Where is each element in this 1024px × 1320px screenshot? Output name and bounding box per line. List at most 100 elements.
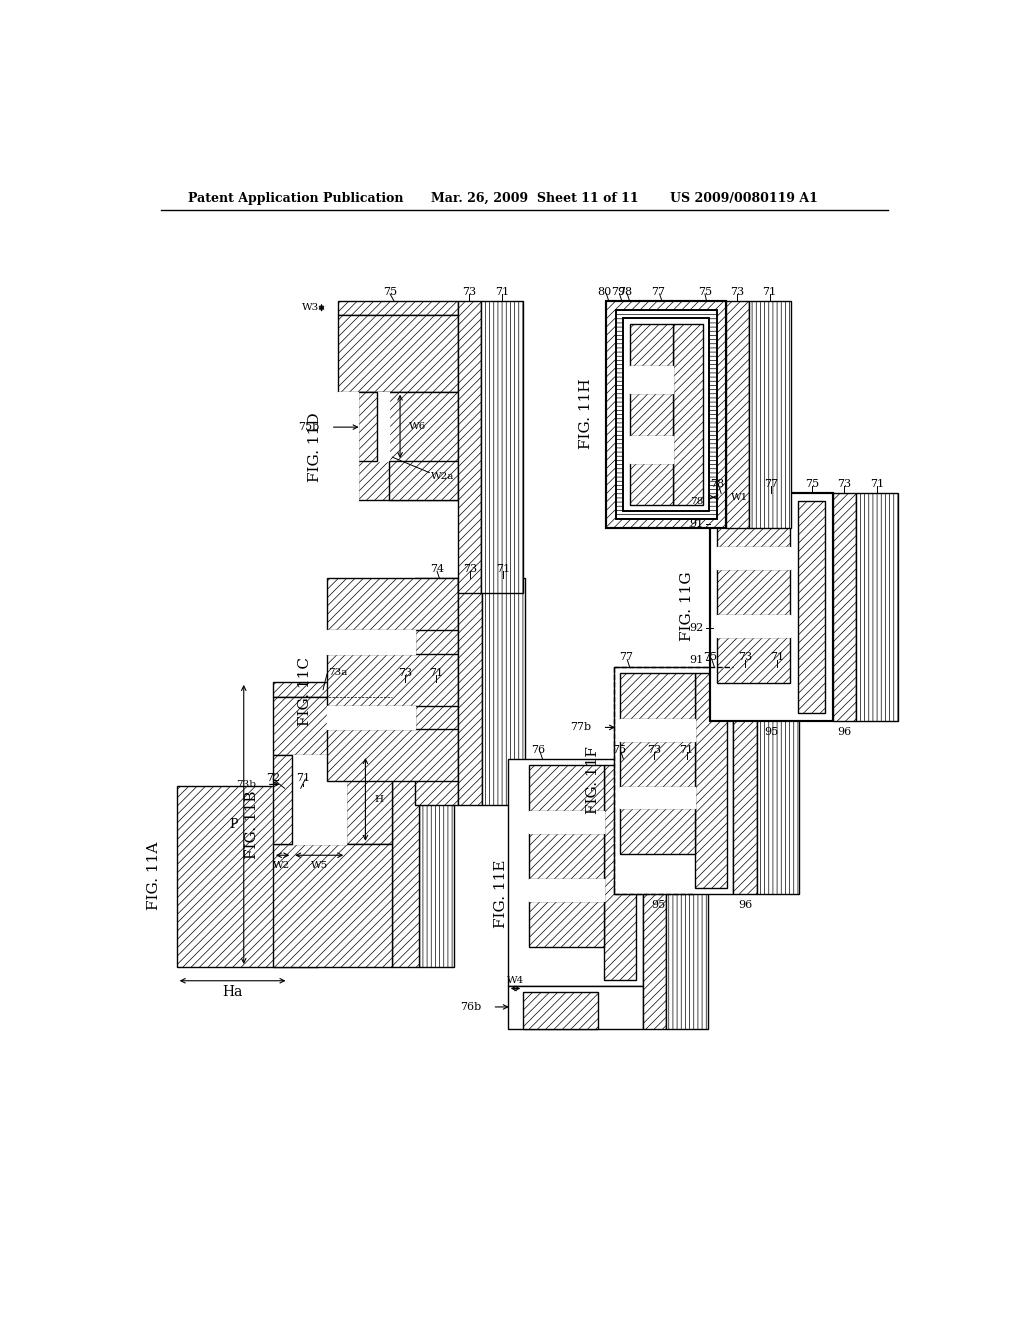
Text: FIG. 11E: FIG. 11E — [494, 859, 508, 928]
Bar — [614, 667, 733, 894]
Bar — [621, 808, 695, 854]
Bar — [273, 682, 392, 697]
Text: W1: W1 — [731, 492, 749, 502]
Bar — [529, 833, 604, 879]
Bar — [177, 785, 289, 966]
Bar — [615, 310, 717, 519]
Text: H: H — [375, 795, 384, 804]
Text: 77: 77 — [651, 286, 665, 297]
Text: FIG. 11B: FIG. 11B — [245, 791, 258, 859]
Bar — [798, 502, 825, 713]
Bar — [273, 755, 292, 843]
Bar — [749, 301, 792, 528]
Bar — [273, 755, 346, 843]
Bar — [710, 494, 833, 721]
Bar — [339, 392, 357, 499]
Text: FIG. 11F: FIG. 11F — [587, 746, 600, 813]
Text: 75: 75 — [698, 286, 712, 297]
Bar — [529, 900, 604, 946]
Bar — [630, 323, 673, 367]
Text: 75: 75 — [703, 652, 718, 663]
Text: Patent Application Publication: Patent Application Publication — [188, 191, 403, 205]
Text: Ha: Ha — [222, 985, 243, 998]
Text: 80: 80 — [597, 286, 611, 297]
Text: 78: 78 — [690, 496, 703, 506]
Bar — [416, 578, 458, 805]
Bar — [630, 462, 673, 506]
Text: 77: 77 — [618, 652, 633, 663]
Text: Mar. 26, 2009  Sheet 11 of 11: Mar. 26, 2009 Sheet 11 of 11 — [431, 191, 639, 205]
Bar — [624, 318, 709, 511]
Text: 75: 75 — [805, 479, 819, 490]
Text: FIG. 11C: FIG. 11C — [298, 657, 312, 726]
Bar — [327, 631, 416, 653]
Text: FIG. 11G: FIG. 11G — [680, 572, 694, 642]
Text: 72: 72 — [266, 774, 281, 783]
Bar — [621, 673, 695, 719]
Text: FIG. 11H: FIG. 11H — [579, 379, 593, 449]
Text: 91: 91 — [689, 519, 703, 529]
Text: US 2009/0080119 A1: US 2009/0080119 A1 — [670, 191, 817, 205]
Text: 79: 79 — [611, 286, 625, 297]
Bar — [717, 636, 791, 682]
Bar — [630, 393, 673, 436]
Bar — [458, 578, 482, 805]
Bar — [289, 785, 317, 966]
Bar — [717, 615, 791, 636]
Text: FIG. 11A: FIG. 11A — [147, 842, 162, 911]
Text: 71: 71 — [497, 564, 510, 574]
Bar — [357, 392, 377, 461]
Text: 73: 73 — [738, 652, 752, 663]
Bar — [624, 318, 709, 511]
Bar — [273, 843, 392, 966]
Text: 71: 71 — [429, 668, 443, 677]
Bar — [717, 502, 791, 548]
Bar — [339, 301, 458, 314]
Text: 75: 75 — [383, 286, 397, 297]
Bar — [529, 812, 604, 833]
Bar — [482, 578, 524, 805]
Bar — [621, 787, 695, 808]
Text: 96: 96 — [738, 900, 753, 911]
Bar — [458, 301, 481, 594]
Bar — [357, 392, 388, 461]
Text: 71: 71 — [770, 652, 784, 663]
Bar — [388, 461, 458, 499]
Bar — [327, 653, 458, 706]
Text: W2a: W2a — [431, 473, 455, 480]
Text: 74: 74 — [430, 564, 444, 574]
Bar — [717, 548, 791, 569]
Bar — [717, 569, 791, 615]
Bar — [357, 392, 458, 499]
Text: 73: 73 — [462, 286, 476, 297]
Text: 71: 71 — [296, 774, 310, 783]
Bar — [327, 729, 458, 781]
Text: 75: 75 — [612, 744, 627, 755]
Text: 78: 78 — [618, 286, 633, 297]
Text: 91: 91 — [689, 655, 703, 665]
Bar — [508, 759, 643, 986]
Text: 77: 77 — [764, 479, 778, 490]
Text: 77b: 77b — [570, 722, 591, 733]
Text: 73: 73 — [838, 479, 851, 490]
Bar — [606, 301, 726, 528]
Bar — [856, 494, 898, 721]
Bar — [726, 301, 749, 528]
Bar — [757, 667, 799, 894]
Bar — [606, 301, 726, 528]
Text: W6: W6 — [410, 422, 427, 430]
Bar — [615, 310, 717, 519]
Text: FIG. 11D: FIG. 11D — [307, 412, 322, 482]
Bar — [523, 993, 598, 1028]
Bar — [643, 759, 666, 1028]
Text: 76b: 76b — [460, 1002, 481, 1012]
Bar — [529, 766, 604, 812]
Bar — [481, 301, 523, 594]
Text: 73: 73 — [398, 668, 413, 677]
Bar — [621, 719, 695, 741]
Bar — [327, 578, 458, 631]
Text: 92: 92 — [689, 623, 703, 634]
Bar — [392, 682, 419, 966]
Bar — [419, 682, 454, 966]
Bar — [273, 697, 392, 755]
